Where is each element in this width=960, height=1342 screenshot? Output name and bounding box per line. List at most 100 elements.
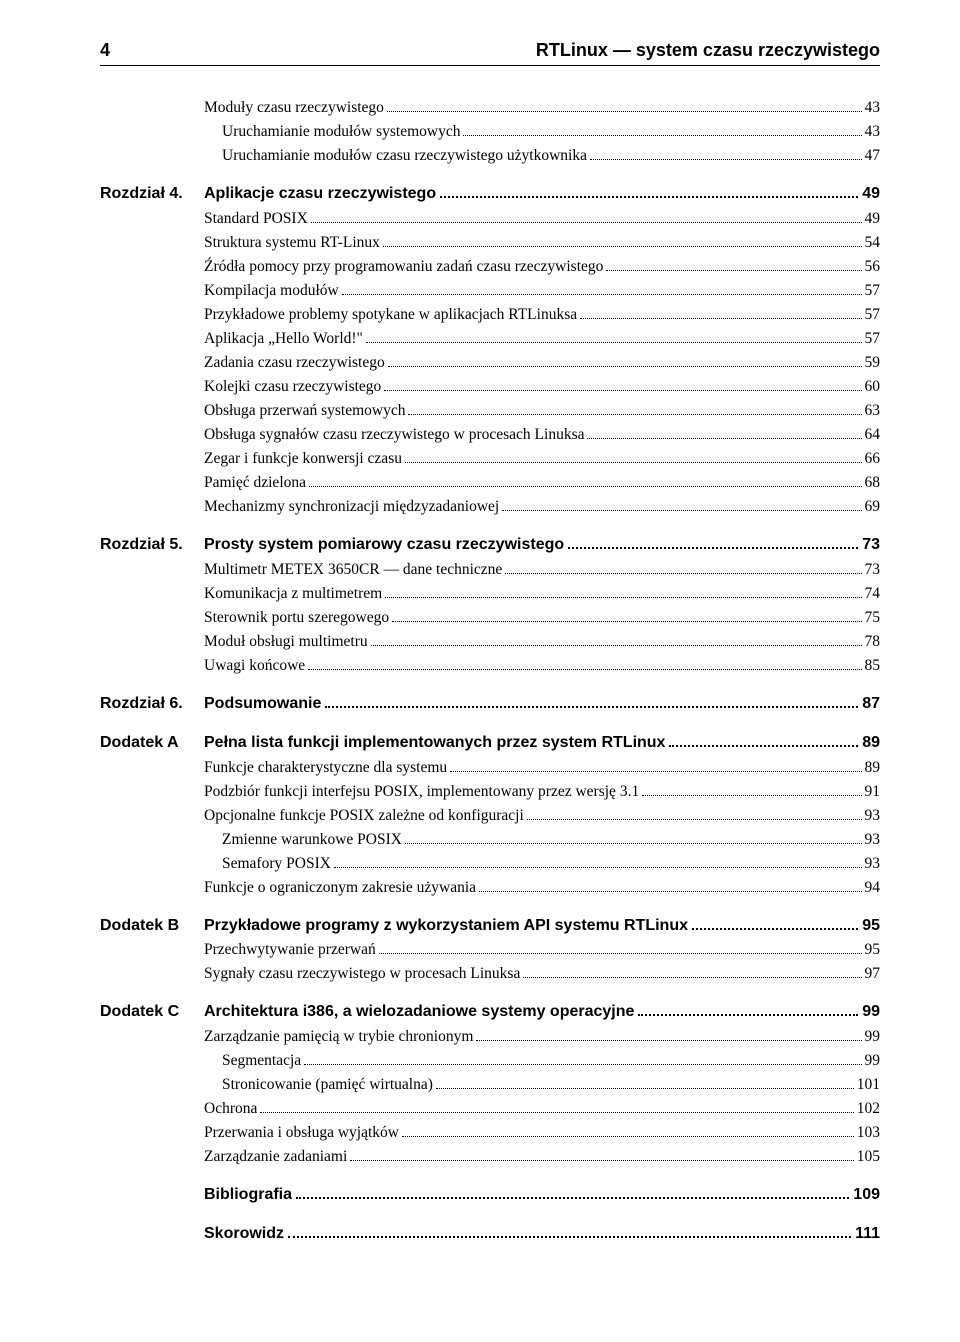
- toc-item-page: 103: [857, 1121, 880, 1145]
- toc-item: Ochrona102: [204, 1097, 880, 1121]
- chapter-group: Dodatek BPrzykładowe programy z wykorzys…: [100, 914, 880, 987]
- leader-dots: [260, 1112, 853, 1113]
- toc-item-title: Zadania czasu rzeczywistego: [204, 351, 385, 375]
- toc-item: Kolejki czasu rzeczywistego60: [204, 375, 880, 399]
- leader-dots: [638, 1014, 858, 1016]
- chapter-page: 87: [862, 692, 880, 717]
- chapter-group: Dodatek APełna lista funkcji implementow…: [100, 731, 880, 900]
- toc-item-title: Uruchamianie modułów czasu rzeczywistego…: [222, 144, 587, 168]
- toc-item-title: Zarządzanie pamięcią w trybie chronionym: [204, 1025, 473, 1049]
- leader-dots: [288, 1236, 851, 1238]
- chapter-page: 89: [862, 731, 880, 756]
- toc-item-title: Moduły czasu rzeczywistego: [204, 96, 384, 120]
- toc-item-title: Uwagi końcowe: [204, 654, 305, 678]
- toc-item-page: 73: [865, 558, 881, 582]
- toc-item-title: Struktura systemu RT-Linux: [204, 231, 380, 255]
- leader-dots: [308, 669, 861, 670]
- toc-item: Przechwytywanie przerwań95: [204, 938, 880, 962]
- toc-item: Pamięć dzielona68: [204, 471, 880, 495]
- leader-dots: [527, 819, 862, 820]
- toc-item-title: Funkcje charakterystyczne dla systemu: [204, 756, 447, 780]
- toc-item: Struktura systemu RT-Linux54: [204, 231, 880, 255]
- toc-item-page: 56: [865, 255, 881, 279]
- leader-dots: [385, 597, 861, 598]
- orphan-section: Moduły czasu rzeczywistego43Uruchamianie…: [100, 96, 880, 168]
- leader-dots: [606, 270, 861, 271]
- toc-item: Segmentacja99: [204, 1049, 880, 1073]
- leader-dots: [476, 1040, 861, 1041]
- toc-item: Przerwania i obsługa wyjątków103: [204, 1121, 880, 1145]
- end-page: 109: [853, 1183, 880, 1208]
- toc-item-title: Moduł obsługi multimetru: [204, 630, 368, 654]
- toc-item: Zarządzanie pamięcią w trybie chronionym…: [204, 1025, 880, 1049]
- leader-dots: [405, 843, 862, 844]
- leader-dots: [383, 246, 862, 247]
- chapter-title-area: Prosty system pomiarowy czasu rzeczywist…: [204, 533, 880, 558]
- leader-dots: [405, 462, 862, 463]
- chapter-title: Prosty system pomiarowy czasu rzeczywist…: [204, 533, 564, 558]
- toc-item-title: Sygnały czasu rzeczywistego w procesach …: [204, 962, 520, 986]
- toc-item: Kompilacja modułów 57: [204, 279, 880, 303]
- toc-item: Moduły czasu rzeczywistego43: [204, 96, 880, 120]
- toc-item: Przykładowe problemy spotykane w aplikac…: [204, 303, 880, 327]
- leader-dots: [479, 891, 861, 892]
- toc-item-page: 43: [865, 120, 881, 144]
- toc-item-page: 57: [865, 327, 881, 351]
- leader-dots: [387, 111, 862, 112]
- toc-item: Aplikacja „Hello World!"57: [204, 327, 880, 351]
- toc-item: Zegar i funkcje konwersji czasu66: [204, 447, 880, 471]
- leader-dots: [587, 438, 861, 439]
- toc-item-title: Uruchamianie modułów systemowych: [222, 120, 460, 144]
- toc-item-title: Segmentacja: [222, 1049, 301, 1073]
- toc-item: Uruchamianie modułów czasu rzeczywistego…: [204, 144, 880, 168]
- leader-dots: [642, 795, 861, 796]
- leader-dots: [296, 1197, 849, 1199]
- end-page: 111: [855, 1222, 880, 1247]
- toc-item-page: 57: [865, 279, 881, 303]
- toc-item: Zmienne warunkowe POSIX93: [204, 828, 880, 852]
- toc-item-page: 99: [865, 1025, 881, 1049]
- chapter-group: Rozdział 4.Aplikacje czasu rzeczywistego…: [100, 182, 880, 519]
- toc-item-page: 69: [865, 495, 881, 519]
- end-row: Bibliografia109: [204, 1183, 880, 1208]
- leader-dots: [384, 390, 861, 391]
- end-entry: Skorowidz111: [204, 1222, 880, 1247]
- toc-item-title: Źródła pomocy przy programowaniu zadań c…: [204, 255, 603, 279]
- chapter-title-area: Podsumowanie 87: [204, 692, 880, 717]
- toc-item-page: 89: [865, 756, 881, 780]
- toc-item: Uwagi końcowe85: [204, 654, 880, 678]
- toc-item-page: 93: [865, 804, 881, 828]
- chapter-heading: Dodatek APełna lista funkcji implementow…: [100, 731, 880, 756]
- toc-item-title: Zarządzanie zadaniami: [204, 1145, 347, 1169]
- toc-item-title: Multimetr METEX 3650CR — dane techniczne: [204, 558, 502, 582]
- toc-item-title: Ochrona: [204, 1097, 257, 1121]
- toc-item: Semafory POSIX93: [204, 852, 880, 876]
- toc-item-title: Kompilacja modułów: [204, 279, 339, 303]
- chapter-heading: Rozdział 5.Prosty system pomiarowy czasu…: [100, 533, 880, 558]
- chapter-label: Rozdział 5.: [100, 533, 204, 558]
- chapter-heading: Rozdział 4.Aplikacje czasu rzeczywistego…: [100, 182, 880, 207]
- leader-dots: [590, 159, 862, 160]
- toc-item-title: Mechanizmy synchronizacji międzyzadaniow…: [204, 495, 499, 519]
- page-header: 4 RTLinux — system czasu rzeczywistego: [100, 40, 880, 66]
- toc-item-page: 60: [865, 375, 881, 399]
- toc-item: Komunikacja z multimetrem74: [204, 582, 880, 606]
- toc-item-title: Standard POSIX: [204, 207, 308, 231]
- leader-dots: [311, 222, 862, 223]
- toc-item-title: Komunikacja z multimetrem: [204, 582, 382, 606]
- leader-dots: [379, 953, 862, 954]
- chapter-title: Podsumowanie: [204, 692, 321, 717]
- toc-item-page: 47: [865, 144, 881, 168]
- toc-item-page: 94: [865, 876, 881, 900]
- chapter-page: 49: [862, 182, 880, 207]
- toc-item: Funkcje charakterystyczne dla systemu 89: [204, 756, 880, 780]
- end-entry: Bibliografia109: [204, 1183, 880, 1208]
- toc-item: Standard POSIX49: [204, 207, 880, 231]
- toc-item-page: 63: [865, 399, 881, 423]
- table-of-contents: Moduły czasu rzeczywistego43Uruchamianie…: [100, 96, 880, 1247]
- chapter-items: Standard POSIX49Struktura systemu RT-Lin…: [204, 207, 880, 519]
- toc-item-page: 91: [865, 780, 881, 804]
- toc-item-title: Opcjonalne funkcje POSIX zależne od konf…: [204, 804, 524, 828]
- toc-item: Multimetr METEX 3650CR — dane techniczne…: [204, 558, 880, 582]
- leader-dots: [408, 414, 861, 415]
